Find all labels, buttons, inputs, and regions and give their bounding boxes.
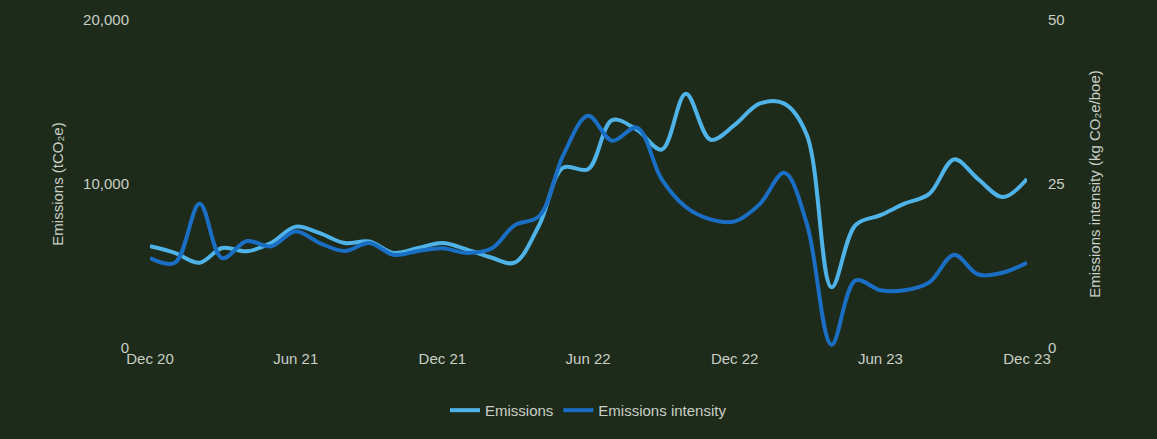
svg-text:Dec 21: Dec 21 [419, 350, 467, 367]
svg-text:Dec 22: Dec 22 [711, 350, 759, 367]
svg-text:Emissions (tCO₂e): Emissions (tCO₂e) [49, 122, 66, 245]
svg-text:Emissions intensity (kg CO₂e/b: Emissions intensity (kg CO₂e/boe) [1086, 70, 1103, 298]
svg-text:Dec 23: Dec 23 [1003, 350, 1051, 367]
svg-text:Jun 21: Jun 21 [273, 350, 318, 367]
svg-text:Jun 23: Jun 23 [858, 350, 903, 367]
svg-text:0: 0 [1048, 339, 1056, 356]
svg-text:10,000: 10,000 [83, 175, 129, 192]
svg-text:20,000: 20,000 [83, 11, 129, 28]
svg-text:50: 50 [1048, 11, 1065, 28]
svg-text:Emissions: Emissions [485, 402, 553, 419]
svg-text:Dec 20: Dec 20 [126, 350, 174, 367]
svg-text:0: 0 [121, 339, 129, 356]
svg-text:25: 25 [1048, 175, 1065, 192]
svg-text:Emissions intensity: Emissions intensity [598, 402, 726, 419]
svg-text:Jun 22: Jun 22 [566, 350, 611, 367]
